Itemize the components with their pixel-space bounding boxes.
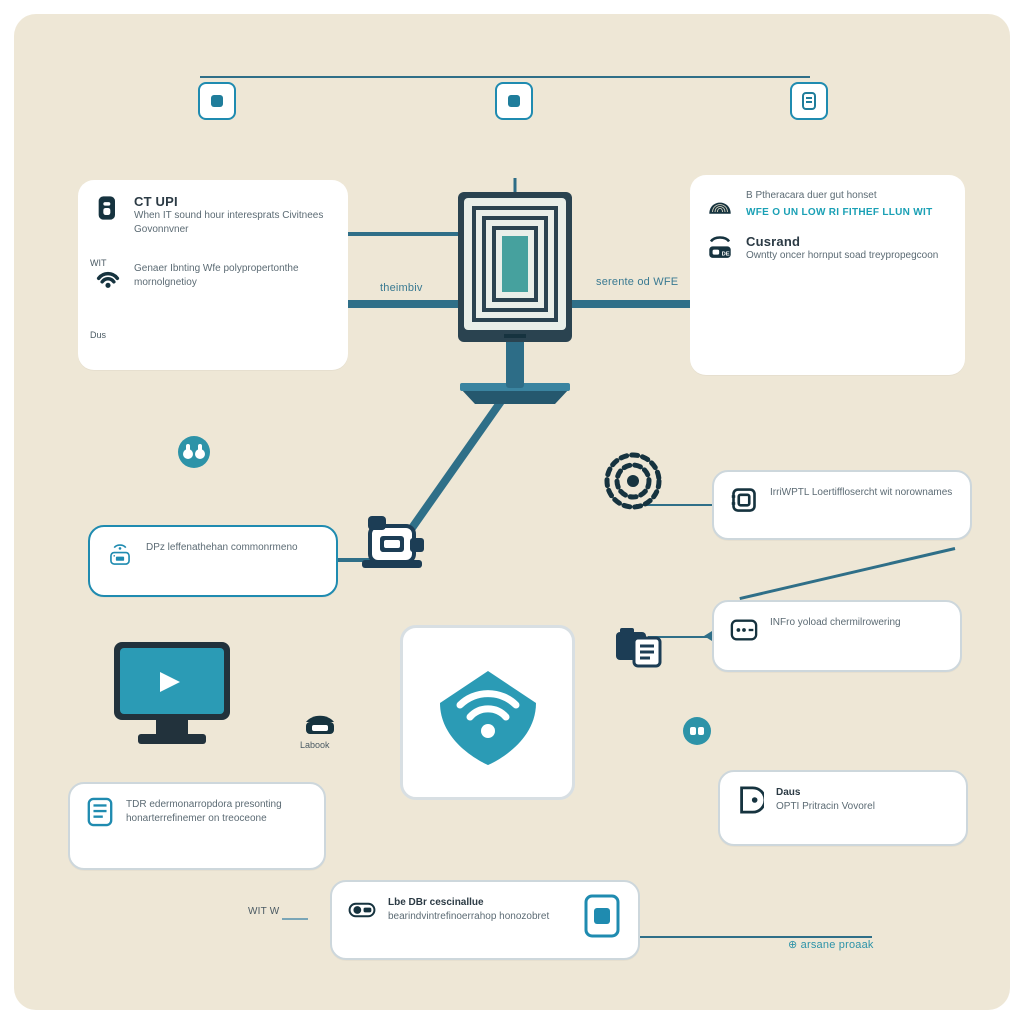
top-chip-0 bbox=[198, 82, 236, 120]
card-right-top-accent: WFE O UN LOW RI FITHEF LLUN WIT bbox=[746, 207, 933, 218]
card-bottom-body: bearindvintrefinoerrahop honozobret bbox=[388, 910, 549, 924]
camera-icon bbox=[358, 508, 436, 578]
label-witw: WIT W bbox=[248, 906, 279, 917]
mask-badge-icon bbox=[682, 716, 712, 746]
card-left-top-title-0: CT UPI bbox=[134, 194, 332, 209]
central-terminal bbox=[440, 178, 590, 418]
list-doc-icon bbox=[86, 798, 114, 826]
camera-badge-icon bbox=[296, 694, 344, 742]
binoculars-badge-icon bbox=[176, 434, 212, 470]
folder-doc-icon bbox=[612, 622, 666, 672]
edge bbox=[282, 918, 308, 920]
card-bottom-title: Lbe DBr cescinallue bbox=[388, 896, 549, 910]
wifi-tile bbox=[400, 625, 575, 800]
router-open-icon bbox=[106, 541, 134, 569]
d-tag-icon bbox=[736, 786, 764, 814]
fingerprint-icon bbox=[706, 189, 734, 217]
card-left-mid: DPz leffenathehan commonrmeno bbox=[88, 525, 338, 597]
card-left-top: CT UPI When IT sound hour interesprats C… bbox=[78, 180, 348, 370]
labook-label: Labook bbox=[300, 740, 330, 750]
card-right-r2: INFro yoload chermilrowering bbox=[712, 600, 962, 672]
card-left-low-body: TDR edermonarropdora presonting honarter… bbox=[126, 798, 308, 825]
dus-sublabel: Dus bbox=[90, 330, 106, 340]
card-right-r2-body: INFro yoload chermilrowering bbox=[770, 616, 901, 630]
label-theimbiv: theimbiv bbox=[380, 282, 423, 294]
svg-text:DE: DE bbox=[722, 251, 730, 257]
card-left-low: TDR edermonarropdora presonting honarter… bbox=[68, 782, 326, 870]
card-right-top-body-0: B Ptheracara duer gut honset bbox=[746, 189, 933, 203]
top-chip-1 bbox=[495, 82, 533, 120]
doc-attached-icon bbox=[580, 890, 624, 942]
monitor-icon bbox=[108, 636, 236, 754]
toggle-icon bbox=[348, 896, 376, 924]
card-right-r3-body: OPTI Pritracin Vovorel bbox=[776, 800, 875, 814]
card-right-r3-title: Daus bbox=[776, 786, 875, 800]
top-chip-2 bbox=[790, 82, 828, 120]
card-icon bbox=[730, 616, 758, 644]
card-left-top-body-0: When IT sound hour interesprats Civitnee… bbox=[134, 209, 332, 236]
chip-doc-icon bbox=[730, 486, 758, 514]
router-icon: DE bbox=[706, 234, 734, 262]
label-arsame: ⊕ arsane proaak bbox=[788, 938, 874, 951]
label-serente: serente od WFE bbox=[596, 276, 678, 288]
diagram-canvas: CT UPI When IT sound hour interesprats C… bbox=[0, 0, 1024, 1024]
arrow-left-icon bbox=[704, 631, 712, 641]
card-right-r1-body: IrriWPTL Loertifflosercht wit norownames bbox=[770, 486, 952, 500]
edge bbox=[590, 300, 696, 308]
card-right-r1: IrriWPTL Loertifflosercht wit norownames bbox=[712, 470, 972, 540]
card-right-top: B Ptheracara duer gut honset WFE O UN LO… bbox=[690, 175, 965, 375]
card-left-mid-body: DPz leffenathehan commonrmeno bbox=[146, 541, 298, 555]
card-left-top-body-1: Genaer Ibnting Wfe polypropertonthe morn… bbox=[134, 262, 332, 289]
signal-icon bbox=[600, 448, 666, 514]
doc-bold-icon bbox=[94, 194, 122, 222]
card-right-top-body-1: Owntty oncer hornput soad treypropegcoon bbox=[746, 249, 938, 263]
card-right-top-title-1: Cusrand bbox=[746, 234, 938, 249]
card-right-r3: Daus OPTI Pritracin Vovorel bbox=[718, 770, 968, 846]
wit-sublabel: WIT bbox=[90, 258, 107, 268]
edge bbox=[200, 76, 810, 78]
